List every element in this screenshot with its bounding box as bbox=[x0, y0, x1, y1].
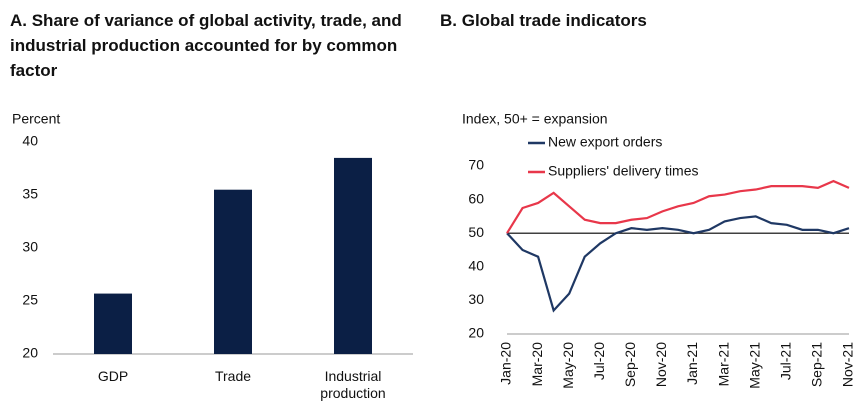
y-tick-label: 50 bbox=[468, 224, 484, 240]
bar bbox=[94, 293, 132, 354]
x-tick-label: Jan-20 bbox=[498, 342, 514, 385]
y-tick-label: 60 bbox=[468, 190, 484, 206]
y-tick-label: 30 bbox=[22, 239, 38, 255]
y-tick-label: 20 bbox=[22, 345, 38, 361]
bar bbox=[334, 157, 372, 354]
y-tick-label: 30 bbox=[468, 291, 484, 307]
chart-title: A. Share of variance of global activity,… bbox=[10, 11, 402, 80]
legend-label: New export orders bbox=[548, 134, 662, 150]
y-tick-label: 35 bbox=[22, 186, 38, 202]
x-tick-label: Mar-20 bbox=[529, 342, 545, 387]
y-tick-label: 70 bbox=[468, 157, 484, 173]
y-axis-label: Index, 50+ = expansion bbox=[462, 111, 608, 127]
bar bbox=[214, 189, 252, 354]
y-tick-label: 20 bbox=[468, 325, 484, 341]
x-tick-label: Jan-21 bbox=[684, 342, 700, 385]
x-tick-label: Jul-21 bbox=[778, 342, 794, 380]
y-tick-label: 40 bbox=[468, 258, 484, 274]
x-tick-label: Sep-20 bbox=[622, 342, 638, 387]
x-tick-label: Jul-20 bbox=[591, 342, 607, 380]
y-axis-label: Percent bbox=[12, 111, 60, 127]
x-tick-label: GDP bbox=[97, 368, 129, 384]
x-tick-label: May-20 bbox=[560, 342, 576, 389]
x-tick-label: Mar-21 bbox=[715, 342, 731, 387]
x-tick-label: Nov-21 bbox=[840, 342, 855, 387]
legend-label: Suppliers' delivery times bbox=[548, 163, 699, 179]
y-tick-label: 25 bbox=[22, 292, 38, 308]
chart-title: B. Global trade indicators bbox=[440, 11, 647, 30]
x-tick-label: May-21 bbox=[746, 342, 762, 389]
x-tick-label: Trade bbox=[214, 368, 252, 384]
x-tick-label: Industrial production bbox=[320, 368, 386, 401]
line bbox=[506, 215, 850, 313]
x-tick-label: Sep-21 bbox=[809, 342, 825, 387]
line bbox=[506, 179, 850, 234]
y-tick-label: 40 bbox=[22, 133, 38, 149]
x-tick-label: Nov-20 bbox=[653, 342, 669, 387]
